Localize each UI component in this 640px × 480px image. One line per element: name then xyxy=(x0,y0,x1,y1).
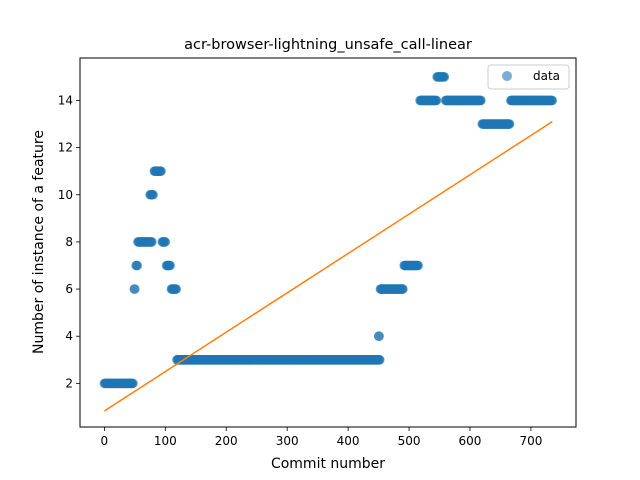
y-tick-label: 6 xyxy=(65,282,73,296)
x-tick-label: 0 xyxy=(101,434,109,448)
data-point xyxy=(132,260,143,271)
y-axis-label: Number of instance of a feature xyxy=(31,130,47,354)
data-point xyxy=(431,95,442,106)
data-point xyxy=(128,378,138,389)
data-point xyxy=(476,95,486,106)
y-tick-label: 2 xyxy=(65,376,73,390)
legend-box xyxy=(487,64,570,90)
data-point xyxy=(398,284,408,294)
x-tick-label: 400 xyxy=(337,434,360,448)
data-point xyxy=(547,95,558,106)
x-tick-label: 700 xyxy=(519,434,542,448)
data-point xyxy=(374,331,384,342)
data-point xyxy=(130,284,140,294)
x-tick-label: 100 xyxy=(154,434,177,448)
legend-marker-data xyxy=(502,71,512,81)
data-point xyxy=(147,237,157,247)
data-point xyxy=(439,72,450,82)
y-tick-label: 14 xyxy=(58,93,73,107)
y-tick-label: 8 xyxy=(65,235,73,249)
x-tick-label: 600 xyxy=(459,434,482,448)
fit-layer xyxy=(103,121,553,412)
y-tick-label: 10 xyxy=(58,188,73,202)
data-point xyxy=(171,284,182,294)
x-axis-label: Commit number xyxy=(271,456,385,472)
data-point xyxy=(160,237,171,247)
data-point xyxy=(165,260,175,271)
plot-border xyxy=(79,57,577,428)
data-point xyxy=(156,166,166,176)
data-point xyxy=(148,189,158,200)
x-tick-label: 200 xyxy=(215,434,238,448)
y-tick-label: 4 xyxy=(65,329,73,343)
chart-title: acr-browser-lightning_unsafe_call-linear xyxy=(184,37,472,53)
data-point xyxy=(374,355,385,365)
y-axis-ticks: 2 4 6 8 10 12 14 xyxy=(58,93,80,390)
y-tick-label: 12 xyxy=(58,141,73,155)
scatter-layer xyxy=(99,72,558,389)
x-tick-label: 300 xyxy=(276,434,299,448)
x-axis-ticks: 0 100 200 300 400 500 600 700 xyxy=(101,427,542,448)
x-tick-label: 500 xyxy=(398,434,421,448)
legend-label-data: data xyxy=(533,69,560,83)
plot-area xyxy=(79,57,577,428)
fit-line xyxy=(103,121,553,412)
legend: data xyxy=(487,64,570,90)
data-point xyxy=(413,260,423,271)
data-point xyxy=(504,119,515,129)
